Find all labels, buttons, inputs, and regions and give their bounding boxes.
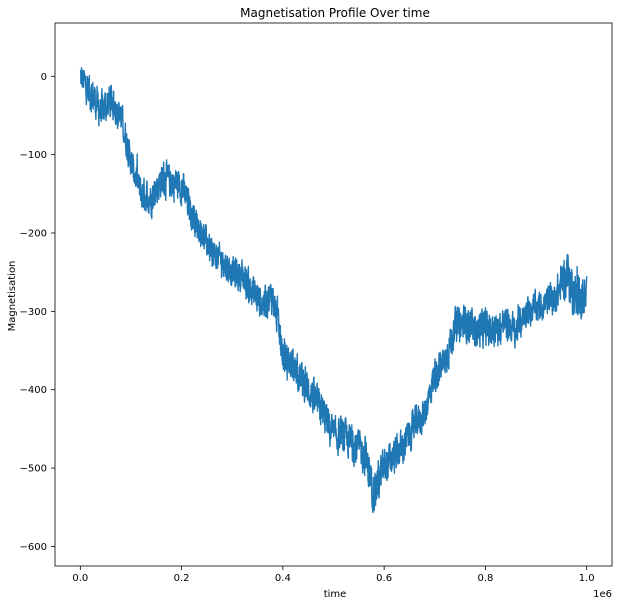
x-tick-label: 0.8 <box>477 573 493 584</box>
chart-title: Magnetisation Profile Over time <box>240 6 430 20</box>
axes: 0.0 0.2 0.4 0.6 0.8 1.0 0 −100 −200 −300 −400 −500 −… <box>20 22 613 584</box>
x-tick-label: 0.4 <box>275 573 291 584</box>
x-tick-label: 1.0 <box>579 573 595 584</box>
series-line-0 <box>79 67 588 514</box>
plot-area <box>79 67 588 514</box>
x-tick-label: 0.6 <box>376 573 392 584</box>
y-axis-label: Magnetisation <box>7 261 18 332</box>
y-tick-label: 0 <box>41 72 47 83</box>
x-axis-label: time <box>324 589 347 600</box>
y-tick-label: −100 <box>20 150 47 161</box>
y-tick-label: −500 <box>20 464 47 475</box>
axes-frame <box>54 22 613 567</box>
y-tick-label: −200 <box>20 228 47 239</box>
y-tick-label: −400 <box>20 385 47 396</box>
y-tick-label: −600 <box>20 542 47 553</box>
x-tick-label: 0.0 <box>72 573 88 584</box>
x-tick-label: 0.2 <box>174 573 190 584</box>
x-axis-offset-label: 1e6 <box>593 589 612 600</box>
y-tick-label: −300 <box>20 307 47 318</box>
